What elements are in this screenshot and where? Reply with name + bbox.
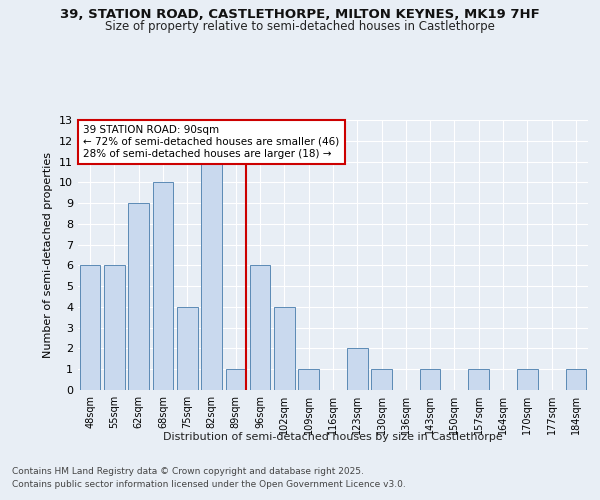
Bar: [371, 369, 392, 390]
Bar: [152, 182, 173, 390]
Bar: [420, 369, 440, 390]
Bar: [80, 266, 100, 390]
Bar: [566, 369, 586, 390]
Bar: [177, 307, 197, 390]
Bar: [128, 203, 149, 390]
Bar: [201, 162, 222, 390]
Text: Distribution of semi-detached houses by size in Castlethorpe: Distribution of semi-detached houses by …: [163, 432, 503, 442]
Text: Contains public sector information licensed under the Open Government Licence v3: Contains public sector information licen…: [12, 480, 406, 489]
Bar: [469, 369, 489, 390]
Bar: [104, 266, 125, 390]
Text: Contains HM Land Registry data © Crown copyright and database right 2025.: Contains HM Land Registry data © Crown c…: [12, 467, 364, 476]
Bar: [250, 266, 271, 390]
Text: 39, STATION ROAD, CASTLETHORPE, MILTON KEYNES, MK19 7HF: 39, STATION ROAD, CASTLETHORPE, MILTON K…: [60, 8, 540, 20]
Text: 39 STATION ROAD: 90sqm
← 72% of semi-detached houses are smaller (46)
28% of sem: 39 STATION ROAD: 90sqm ← 72% of semi-det…: [83, 126, 340, 158]
Bar: [347, 348, 368, 390]
Bar: [298, 369, 319, 390]
Y-axis label: Number of semi-detached properties: Number of semi-detached properties: [43, 152, 53, 358]
Bar: [274, 307, 295, 390]
Text: Size of property relative to semi-detached houses in Castlethorpe: Size of property relative to semi-detach…: [105, 20, 495, 33]
Bar: [226, 369, 246, 390]
Bar: [517, 369, 538, 390]
